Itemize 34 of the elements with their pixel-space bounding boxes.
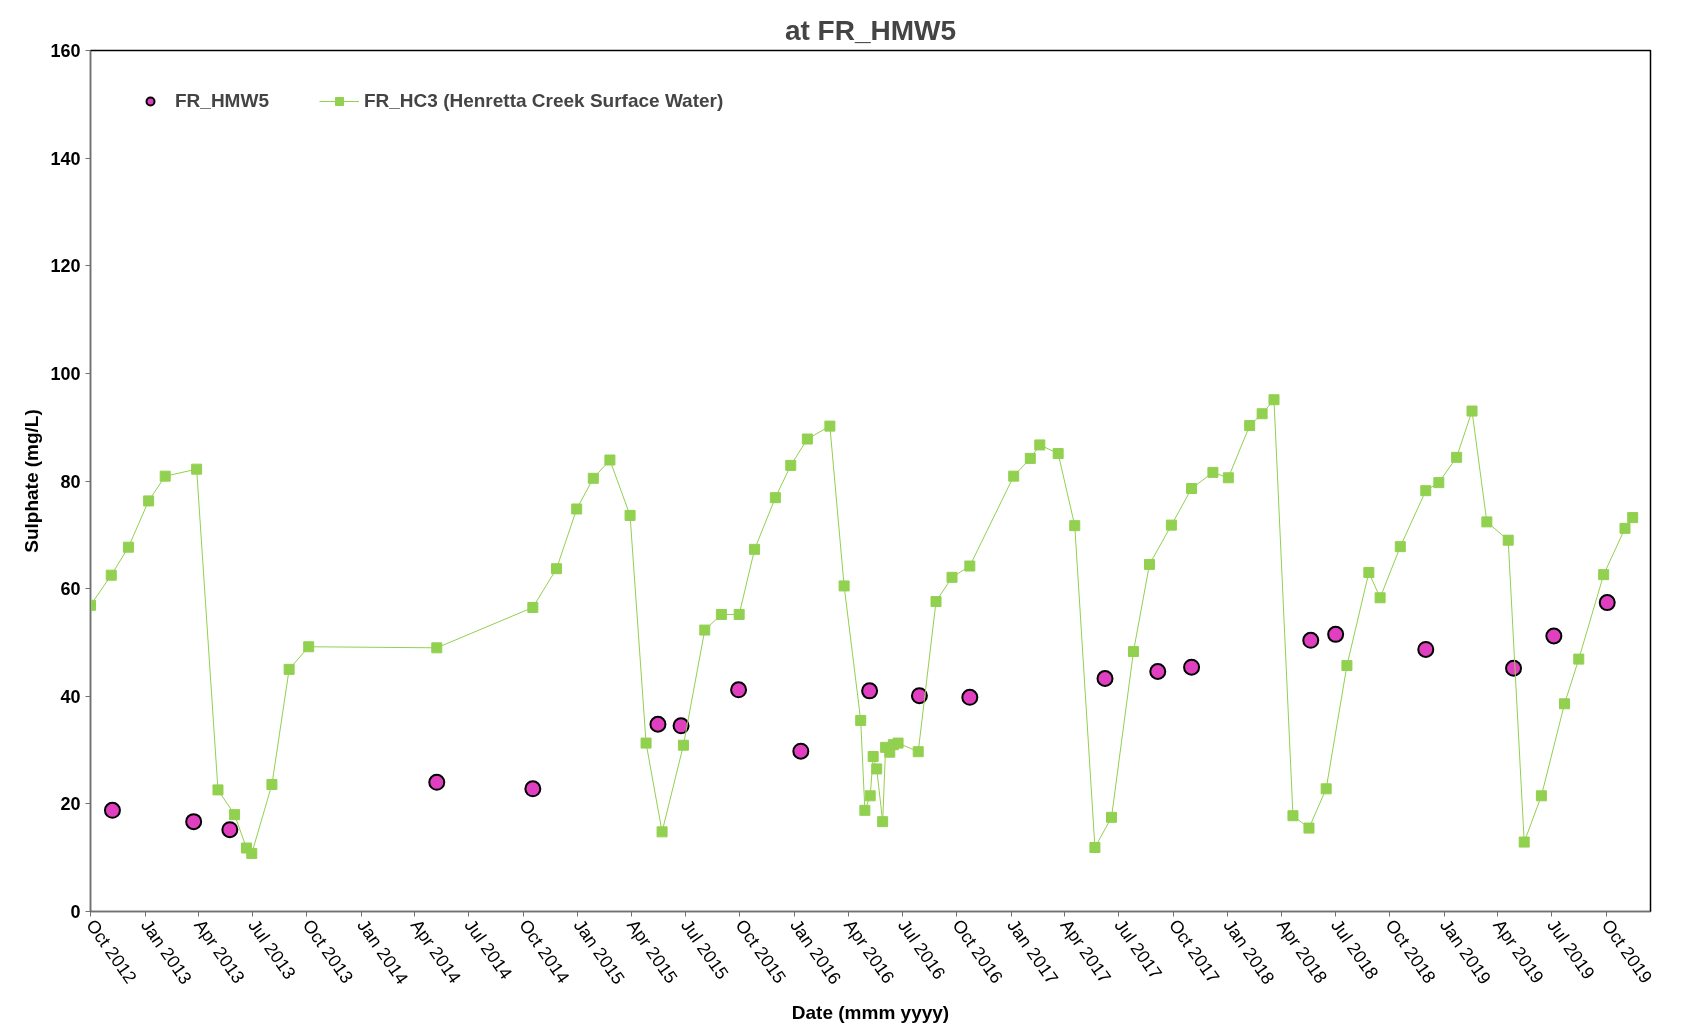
point [861,682,879,700]
y-axis-title: Sulphate (mg/L) [21,409,43,553]
point [1598,594,1616,612]
legend-label: FR_HC3 (Henretta Creek Surface Water) [363,90,724,112]
point [649,715,667,733]
y-tick-label: 120 [50,256,81,277]
point [185,813,203,831]
y-tick-label: 80 [60,471,81,492]
y-tick-label: 20 [60,794,81,815]
point [910,687,928,705]
point [730,681,748,699]
legend-label: FR_HMW5 [175,90,269,112]
point [961,688,979,706]
point [221,821,239,839]
point [1149,663,1167,680]
y-tick-label: 40 [60,686,81,707]
point [1096,670,1114,687]
point [428,773,446,791]
point [103,801,121,819]
point [524,780,542,798]
point [1302,631,1320,649]
point [1545,627,1563,645]
point [792,742,810,760]
y-tick-label: 160 [50,41,81,61]
point [672,717,690,735]
y-tick-label: 100 [50,363,81,384]
y-tick-label: 60 [60,579,81,600]
point [1183,658,1201,676]
y-tick-label: 140 [50,148,81,169]
x-axis-title: Date (mmm yyyy) [791,1001,950,1023]
chart-title: at FR_HMW5 [784,14,957,46]
point [1417,640,1435,658]
point [1327,625,1345,643]
y-tick-label: 0 [70,902,81,922]
